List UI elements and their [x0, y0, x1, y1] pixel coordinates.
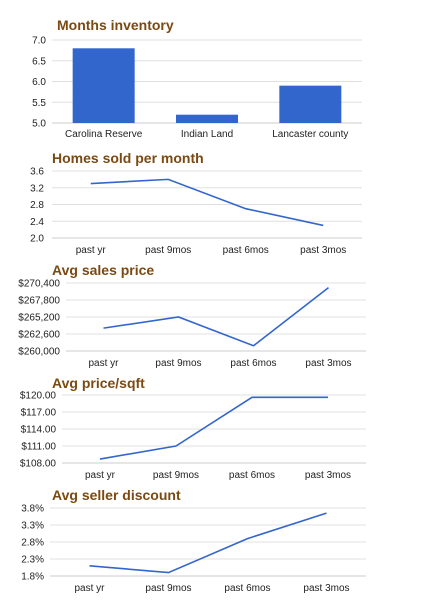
data-point[interactable] — [88, 181, 93, 186]
y-tick-label: 2.4 — [30, 217, 44, 228]
x-tick-label: past 3mos — [305, 470, 351, 481]
chart-title: Homes sold per month — [52, 150, 204, 166]
series-line[interactable] — [90, 178, 324, 227]
bar[interactable] — [176, 114, 238, 123]
x-tick-label: Indian Land — [181, 129, 233, 140]
data-point[interactable] — [98, 457, 103, 462]
y-tick-label: 7.0 — [32, 36, 46, 47]
x-tick-label: past 9mos — [155, 358, 201, 369]
x-tick-label: past yr — [76, 245, 107, 256]
y-tick-label: 1.8% — [21, 572, 44, 583]
y-tick-label: $260,000 — [18, 347, 60, 358]
x-tick-label: past 3mos — [305, 358, 351, 369]
chart-title: Months inventory — [57, 17, 174, 33]
y-tick-label: 2.8% — [21, 538, 44, 549]
x-tick-label: past 6mos — [223, 245, 269, 256]
x-tick-label: Carolina Reserve — [65, 129, 143, 140]
x-tick-label: past 3mos — [300, 245, 346, 256]
data-point[interactable] — [326, 395, 331, 400]
series-line[interactable] — [89, 512, 327, 574]
y-tick-label: 5.0 — [32, 119, 46, 130]
data-point[interactable] — [243, 206, 248, 211]
x-tick-label: past yr — [85, 470, 116, 481]
chart-4: Avg price/sqft $108.00 $111.00 $114.00 $117.… — [20, 375, 366, 481]
data-point[interactable] — [250, 395, 255, 400]
y-tick-label: 6.0 — [32, 77, 46, 88]
y-tick-label: 3.2 — [30, 183, 44, 194]
chart-title: Avg price/sqft — [52, 375, 145, 391]
data-point[interactable] — [166, 570, 171, 575]
y-tick-label: $111.00 — [21, 442, 56, 453]
y-tick-label: $108.00 — [20, 459, 57, 470]
y-tick-label: $114.00 — [21, 425, 57, 436]
data-point[interactable] — [174, 444, 179, 449]
y-tick-label: 3.8% — [21, 504, 44, 515]
y-tick-label: $267,800 — [18, 296, 60, 307]
data-point[interactable] — [321, 223, 326, 228]
y-tick-label: 3.6 — [30, 167, 44, 178]
x-tick-label: past yr — [88, 358, 119, 369]
y-tick-label: 3.3% — [21, 521, 44, 532]
y-tick-label: 5.5 — [32, 98, 46, 109]
data-point[interactable] — [245, 536, 250, 541]
y-tick-label: $117.00 — [21, 408, 57, 419]
x-tick-label: past 3mos — [303, 583, 349, 594]
chart-5: Avg seller discount 1.8% 2.3% 2.8% 3.3% 3.8% p… — [21, 487, 366, 594]
y-tick-label: 2.0 — [30, 234, 44, 245]
series-line[interactable] — [99, 396, 328, 460]
data-point[interactable] — [176, 315, 181, 320]
x-tick-label: past 9mos — [145, 583, 191, 594]
data-point[interactable] — [87, 563, 92, 568]
chart-title: Avg sales price — [52, 262, 154, 278]
y-tick-label: $262,600 — [18, 330, 60, 341]
bar[interactable] — [72, 48, 135, 123]
x-tick-label: Lancaster county — [272, 129, 348, 140]
data-point[interactable] — [326, 285, 331, 290]
data-point[interactable] — [251, 343, 256, 348]
x-tick-label: past yr — [74, 583, 105, 594]
chart-title: Avg seller discount — [52, 487, 181, 503]
data-point[interactable] — [324, 511, 329, 516]
x-tick-label: past 6mos — [230, 358, 276, 369]
chart-2: Homes sold per month 2.0 2.4 2.8 3.2 3.6 past … — [30, 150, 362, 256]
y-tick-label: $120.00 — [20, 391, 57, 402]
y-tick-label: 2.8 — [30, 200, 44, 211]
y-tick-label: $265,200 — [18, 313, 60, 324]
data-point[interactable] — [166, 177, 171, 182]
x-tick-label: past 6mos — [224, 583, 270, 594]
y-tick-label: $270,400 — [18, 279, 60, 290]
chart-3: Avg sales price $260,000 $262,600 $265,200 $… — [18, 262, 366, 369]
y-tick-label: 2.3% — [21, 555, 44, 566]
data-point[interactable] — [101, 326, 106, 331]
chart-1: Months inventory 5.0 5.5 6.0 6.5 7.0 Carolina … — [32, 17, 362, 140]
series-line[interactable] — [103, 286, 329, 347]
bar[interactable] — [279, 85, 342, 123]
x-tick-label: past 6mos — [229, 470, 275, 481]
x-tick-label: past 9mos — [153, 470, 199, 481]
y-tick-label: 6.5 — [32, 56, 46, 67]
x-tick-label: past 9mos — [145, 245, 191, 256]
